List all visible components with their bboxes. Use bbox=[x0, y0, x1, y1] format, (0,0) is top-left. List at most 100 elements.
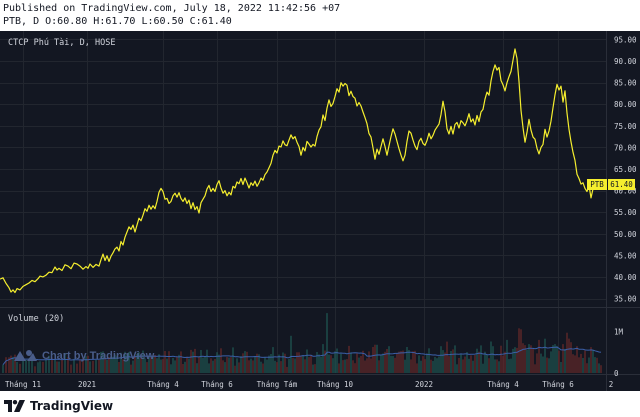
volume-bar bbox=[260, 361, 262, 373]
volume-tick-label: 1M bbox=[614, 328, 624, 337]
chart-frame[interactable]: Chart by TradingView 95.00 90.00 85.00 80.0… bbox=[0, 31, 640, 391]
volume-bar bbox=[338, 363, 340, 373]
volume-bar bbox=[73, 358, 75, 373]
volume-bar bbox=[368, 351, 370, 373]
volume-bar bbox=[580, 353, 582, 373]
volume-bar bbox=[336, 348, 338, 373]
volume-bar bbox=[288, 358, 290, 373]
volume-bar bbox=[240, 356, 242, 373]
volume-bar bbox=[112, 356, 114, 373]
volume-bar bbox=[344, 359, 346, 373]
volume-bar bbox=[316, 352, 318, 373]
price-chart[interactable]: Chart by TradingView 95.00 90.00 85.00 80.0… bbox=[0, 31, 640, 391]
volume-bar bbox=[534, 364, 536, 373]
volume-bar bbox=[118, 362, 120, 373]
volume-bar bbox=[312, 364, 314, 373]
volume-bar bbox=[538, 339, 540, 373]
volume-bar bbox=[422, 356, 424, 373]
volume-bar bbox=[324, 350, 326, 373]
volume-bar bbox=[282, 352, 284, 373]
volume-bar bbox=[420, 360, 422, 373]
volume-bar bbox=[342, 360, 344, 373]
watermark: Chart by TradingView bbox=[14, 350, 155, 362]
volume-bar bbox=[484, 351, 486, 373]
volume-bar bbox=[490, 341, 492, 373]
volume-bar bbox=[482, 363, 484, 373]
volume-bar bbox=[480, 345, 482, 373]
volume-bar bbox=[214, 359, 216, 373]
price-axis[interactable]: 95.00 90.00 85.00 80.00 75.00 70.00 65.00 60.00… bbox=[614, 35, 637, 303]
volume-bar bbox=[536, 353, 538, 373]
volume-bar bbox=[386, 349, 388, 373]
volume-bar bbox=[384, 351, 386, 373]
x-tick-label: 2021 bbox=[78, 380, 96, 389]
volume-axis[interactable]: 1M 0 bbox=[614, 328, 624, 378]
volume-bar bbox=[598, 363, 600, 373]
volume-bar bbox=[110, 356, 112, 373]
volume-bar bbox=[354, 363, 356, 373]
volume-bar bbox=[178, 354, 180, 373]
volume-bar bbox=[198, 356, 200, 373]
volume-bar bbox=[388, 346, 390, 373]
volume-bar bbox=[58, 361, 60, 373]
volume-bar bbox=[334, 351, 336, 373]
volume-bar bbox=[308, 357, 310, 373]
y-tick-label: 75.00 bbox=[614, 122, 637, 131]
volume-bar bbox=[264, 357, 266, 373]
time-axis[interactable]: Tháng 11 2021 Tháng 4 Tháng 6 Tháng Tám Tháng… bbox=[5, 380, 613, 389]
volume-bar bbox=[162, 359, 164, 373]
volume-bar bbox=[376, 344, 378, 373]
volume-bar bbox=[56, 361, 58, 373]
y-tick-label: 45.00 bbox=[614, 251, 637, 260]
volume-bar bbox=[106, 360, 108, 373]
volume-bar bbox=[398, 351, 400, 373]
ticker-badge bbox=[587, 179, 607, 190]
volume-bar bbox=[19, 363, 21, 373]
volume-bar bbox=[258, 354, 260, 373]
volume-bar bbox=[132, 360, 134, 373]
volume-bar bbox=[126, 353, 128, 373]
volume-bar bbox=[184, 361, 186, 373]
volume-bar bbox=[466, 352, 468, 373]
volume-bar bbox=[566, 332, 568, 373]
volume-bar bbox=[418, 355, 420, 373]
volume-bar bbox=[196, 363, 198, 373]
volume-bar bbox=[346, 359, 348, 373]
volume-bar bbox=[85, 356, 87, 373]
volume-bar bbox=[400, 351, 402, 373]
volume-bar bbox=[320, 356, 322, 373]
publish-header: Published on TradingView.com, July 18, 2… bbox=[3, 2, 340, 28]
volume-bar bbox=[558, 350, 560, 373]
volume-bar bbox=[590, 347, 592, 373]
volume-bar bbox=[124, 351, 126, 373]
brand-name: TradingView bbox=[30, 399, 114, 413]
volume-bar bbox=[528, 344, 530, 373]
volume-bar bbox=[540, 353, 542, 373]
volume-bar bbox=[548, 358, 550, 373]
volume-bar bbox=[530, 345, 532, 373]
ticker-badge-label: PTB bbox=[590, 180, 604, 189]
volume-bar bbox=[104, 359, 106, 373]
volume-bar bbox=[600, 365, 602, 373]
volume-bar bbox=[206, 349, 208, 373]
volume-bar bbox=[518, 328, 520, 373]
volume-bar bbox=[430, 359, 432, 373]
volume-bar bbox=[304, 359, 306, 373]
volume-bar bbox=[476, 348, 478, 373]
volume-bar bbox=[322, 344, 324, 373]
volume-bar bbox=[426, 353, 428, 373]
volume-bar bbox=[356, 353, 358, 373]
volume-bar bbox=[306, 349, 308, 373]
volume-bar bbox=[216, 352, 218, 373]
volume-bar bbox=[380, 355, 382, 373]
volume-bar bbox=[596, 357, 598, 373]
volume-bar bbox=[192, 351, 194, 373]
volume-bar bbox=[246, 351, 248, 373]
footer-brand[interactable]: TradingView bbox=[4, 397, 113, 415]
volume-bar bbox=[494, 359, 496, 373]
y-tick-label: 70.00 bbox=[614, 143, 637, 152]
x-tick-label: Tháng Tám bbox=[257, 380, 298, 389]
volume-bar bbox=[122, 359, 124, 373]
volume-bar bbox=[318, 354, 320, 373]
x-tick-label: Tháng 11 bbox=[5, 380, 41, 389]
